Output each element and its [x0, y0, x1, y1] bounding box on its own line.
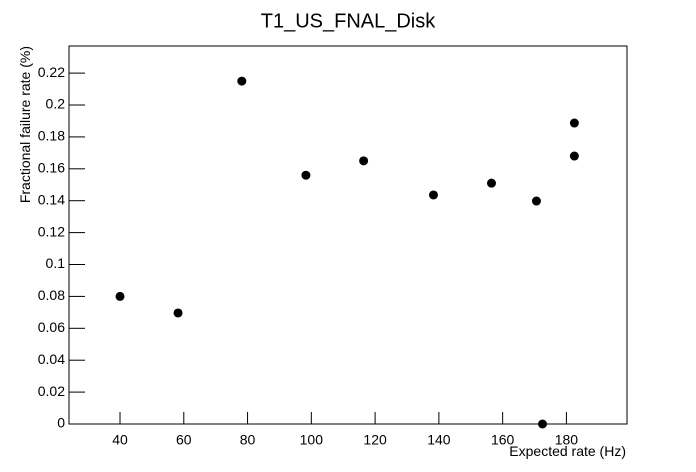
x-tick-label: 140: [427, 432, 451, 448]
point: [115, 291, 125, 301]
y-tick-label: 0.18: [38, 128, 65, 144]
point: [428, 190, 438, 200]
x-tick-label: 60: [176, 432, 192, 448]
y-tick-label: 0.16: [38, 160, 65, 176]
x-axis-label: Expected rate (Hz): [509, 443, 626, 459]
point: [301, 170, 311, 180]
x-tick-label: 100: [300, 432, 324, 448]
y-tick-label: 0.08: [38, 287, 65, 303]
y-tick-label: 0: [57, 415, 65, 431]
x-tick-label: 160: [491, 432, 515, 448]
chart-title: T1_US_FNAL_Disk: [261, 10, 437, 32]
y-tick-label: 0.1: [46, 255, 66, 271]
y-tick-label: 0.06: [38, 319, 65, 335]
plot-frame: [68, 45, 628, 425]
y-tick-label: 0.2: [46, 96, 66, 112]
y-tick-label: 0.04: [38, 351, 65, 367]
point: [173, 308, 183, 318]
y-axis-label: Fractional failure rate (%): [17, 46, 33, 203]
point: [486, 178, 496, 188]
x-tick-label: 180: [555, 432, 579, 448]
point: [569, 151, 579, 161]
point: [237, 76, 247, 86]
point: [531, 196, 541, 206]
x-tick-label: 80: [240, 432, 256, 448]
x-tick-label: 40: [112, 432, 128, 448]
point: [538, 419, 548, 429]
y-tick-label: 0.02: [38, 383, 65, 399]
y-tick-label: 0.14: [38, 191, 65, 207]
x-tick-label: 120: [363, 432, 387, 448]
point: [359, 156, 369, 166]
point: [569, 118, 579, 128]
y-tick-label: 0.12: [38, 223, 65, 239]
y-tick-label: 0.22: [38, 64, 65, 80]
